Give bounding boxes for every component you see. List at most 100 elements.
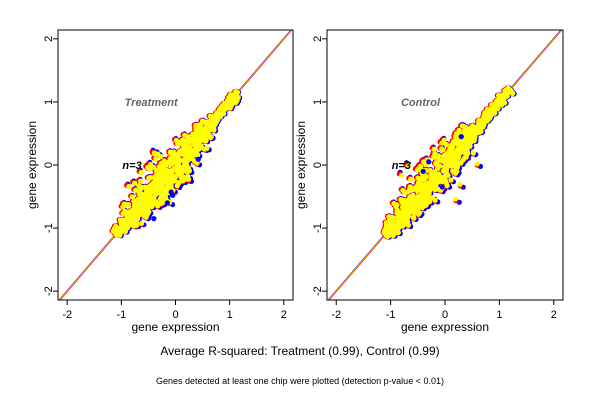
data-point [427, 198, 433, 205]
data-point [402, 189, 408, 196]
data-point [155, 151, 161, 157]
data-point [443, 173, 449, 179]
data-point [164, 184, 170, 190]
outlier-point [426, 159, 432, 165]
data-point [467, 136, 473, 142]
data-point [137, 178, 144, 184]
data-point [470, 125, 476, 131]
data-point [450, 168, 456, 174]
data-point [230, 96, 236, 102]
data-point [226, 94, 232, 101]
data-point [444, 150, 450, 156]
data-point [471, 138, 477, 144]
y-tick-label: 1 [312, 99, 324, 105]
data-point [184, 159, 190, 165]
data-point [431, 146, 437, 152]
data-point [136, 212, 142, 218]
data-point [181, 163, 187, 169]
data-point [499, 100, 506, 106]
data-point [483, 112, 489, 118]
data-point [192, 134, 198, 140]
outlier-point [164, 200, 170, 206]
data-point [168, 150, 174, 156]
data-point [139, 184, 145, 191]
data-point [392, 215, 398, 221]
y-tick-label: -2 [43, 286, 55, 296]
data-point [199, 118, 206, 124]
y-tick-label: -1 [312, 223, 324, 233]
data-point [434, 159, 440, 165]
y-axis-label: gene expression [294, 121, 308, 209]
panel-title: Treatment [125, 97, 179, 109]
data-point [453, 153, 460, 159]
x-tick-label: 0 [172, 309, 178, 321]
y-axis-label: gene expression [25, 121, 39, 209]
data-point [456, 127, 462, 133]
data-point [449, 158, 455, 164]
data-point [136, 197, 142, 203]
data-point [382, 229, 388, 235]
y-tick-label: 1 [43, 99, 55, 105]
data-point [181, 151, 187, 157]
data-point [449, 163, 455, 169]
data-point [474, 161, 480, 167]
data-point [233, 89, 239, 95]
x-tick-label: 2 [551, 309, 557, 321]
panel-treatment: -2 -1 0 1 2 -2 -1 0 1 2 gene expression gene expres… [25, 29, 294, 334]
data-point [386, 226, 393, 232]
data-point [151, 199, 157, 205]
data-point [165, 169, 171, 175]
data-point [139, 220, 145, 226]
data-point [167, 156, 173, 162]
data-point [479, 120, 485, 126]
data-point [495, 101, 501, 107]
data-point [448, 177, 454, 183]
data-point [193, 123, 199, 129]
data-point [409, 194, 415, 200]
data-point [193, 150, 199, 157]
data-point [197, 143, 203, 149]
data-point [158, 169, 164, 175]
data-point [439, 178, 445, 185]
data-point [414, 167, 420, 173]
data-point [491, 108, 497, 114]
data-point [440, 168, 447, 174]
x-tick-label: -1 [386, 309, 396, 321]
data-point [218, 111, 225, 117]
data-point [156, 201, 162, 207]
x-tick-label: 1 [496, 309, 502, 321]
data-point [152, 182, 158, 188]
data-point [213, 112, 219, 119]
data-point [463, 125, 469, 131]
data-point [398, 215, 405, 222]
data-point [156, 182, 162, 189]
data-point [124, 219, 130, 225]
data-point [147, 175, 154, 181]
data-point [173, 152, 180, 158]
sample-count: n=3 [392, 160, 411, 172]
data-point [161, 160, 167, 167]
data-point [441, 137, 447, 143]
data-point [203, 125, 209, 131]
data-point [153, 173, 159, 179]
x-axis-label: gene expression [401, 320, 489, 334]
data-point [119, 227, 125, 233]
data-point [464, 144, 470, 150]
y-tick-label: 2 [312, 36, 324, 42]
x-tick-label: 2 [281, 309, 287, 321]
outlier-point [458, 134, 464, 140]
data-point [132, 180, 138, 186]
data-point [130, 221, 136, 227]
y-tick-label: -1 [43, 223, 55, 233]
data-point [449, 152, 455, 159]
data-point [213, 119, 220, 125]
plot-area [327, 30, 563, 300]
data-point [426, 190, 432, 196]
data-point [452, 134, 458, 140]
data-point [227, 101, 233, 108]
data-point [145, 164, 151, 171]
y-tick-label: -2 [312, 286, 324, 296]
outlier-point [151, 216, 157, 222]
data-point [399, 199, 405, 205]
